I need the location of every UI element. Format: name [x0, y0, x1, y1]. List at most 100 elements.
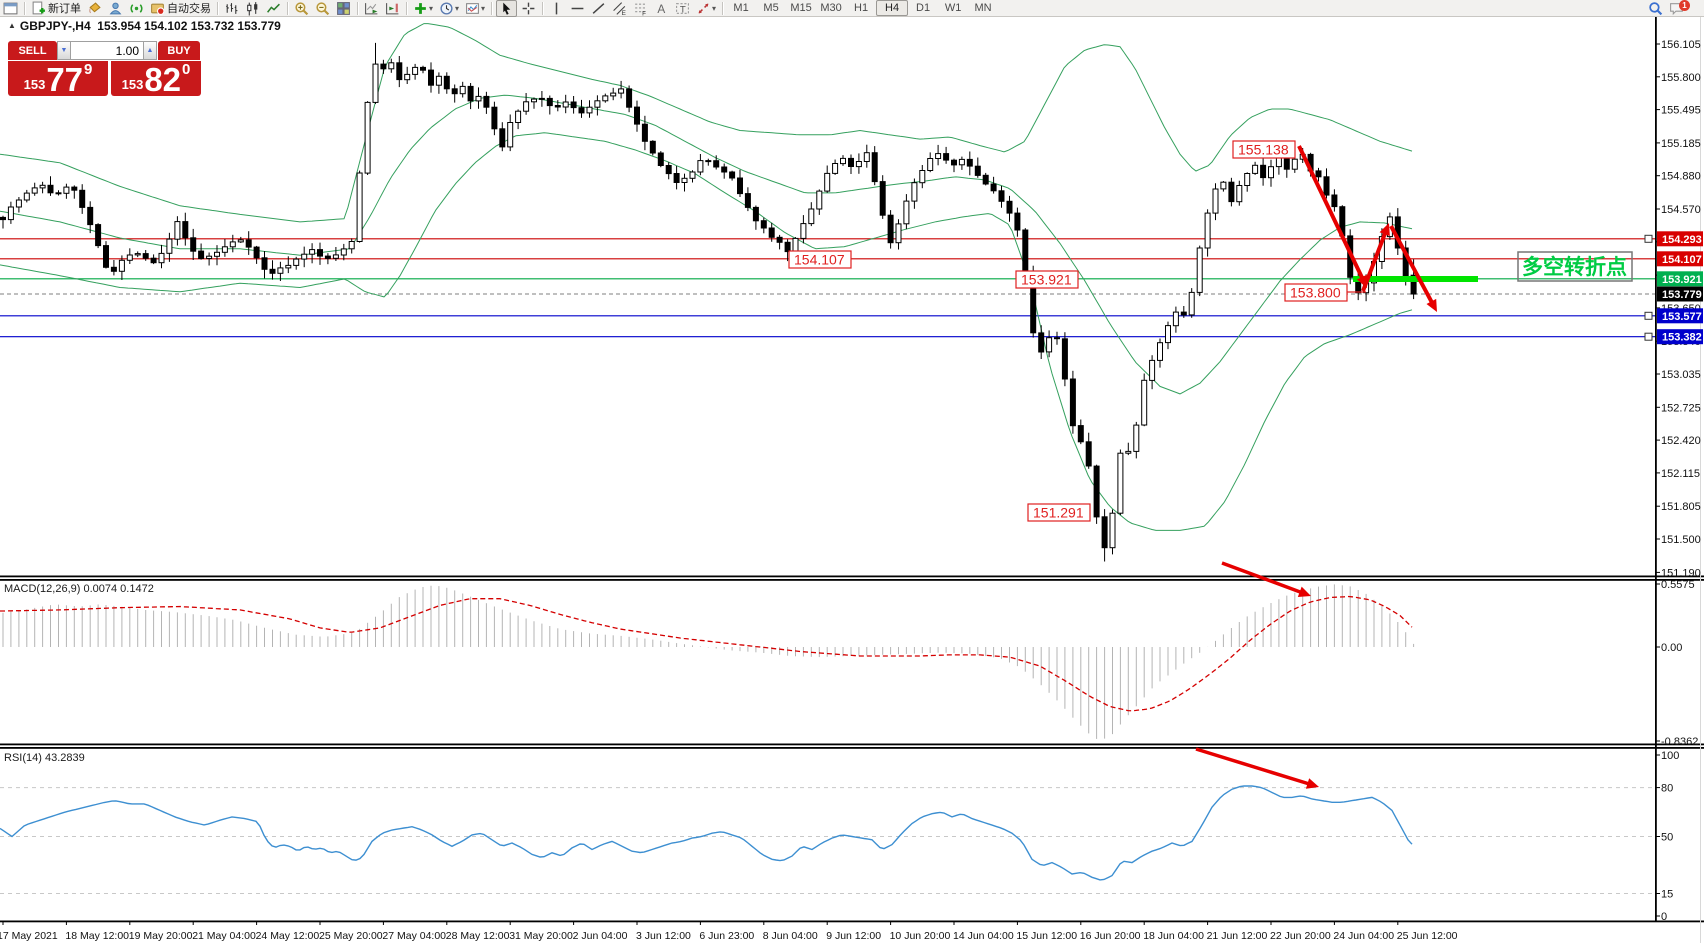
vertical-line-button[interactable]: [547, 1, 566, 16]
buy-button[interactable]: BUY: [158, 41, 200, 60]
new-order-button[interactable]: 新订单: [29, 1, 83, 16]
panel-collapse-icon[interactable]: ▲: [8, 21, 16, 30]
line-chart-button[interactable]: [264, 1, 283, 16]
svg-text:3 Jun 12:00: 3 Jun 12:00: [636, 930, 691, 942]
candle-chart-button[interactable]: [243, 1, 262, 16]
profile-button[interactable]: [106, 1, 125, 16]
signal-icon: [130, 3, 143, 13]
svg-text:154.570: 154.570: [1661, 204, 1701, 216]
chart-shift-button[interactable]: [383, 1, 402, 16]
macd-pane: [0, 584, 1415, 739]
text-button[interactable]: A: [652, 1, 671, 16]
chart-window-icon[interactable]: [1, 1, 20, 16]
toolbar-separator: [722, 1, 724, 15]
svg-text:17 May 2021: 17 May 2021: [0, 930, 58, 942]
toolbar-separator: [24, 1, 25, 15]
turning-point-annotation[interactable]: 多空转折点: [1517, 251, 1633, 282]
signals-button[interactable]: [127, 1, 146, 16]
templates-button[interactable]: ▾: [463, 1, 487, 16]
zoom-out-button[interactable]: [313, 1, 332, 16]
chart-symbol: GBPJPY-,H4: [19, 19, 91, 33]
channel-button[interactable]: E: [610, 1, 629, 16]
buy-price-button[interactable]: 153 82 0: [111, 61, 201, 96]
search-icon: [1649, 1, 1663, 15]
label-button[interactable]: T: [673, 1, 692, 16]
timeframe-m5-button[interactable]: M5: [763, 2, 779, 14]
notification-badge: 1: [1679, 0, 1690, 11]
periods-button[interactable]: ▾: [437, 1, 461, 16]
autotrade-button[interactable]: 自动交易: [148, 1, 213, 16]
pane-borders: [0, 16, 1704, 943]
autotrade-icon: [151, 3, 165, 15]
timeframe-mn-button[interactable]: MN: [974, 2, 992, 14]
sell-button[interactable]: SELL: [8, 41, 57, 60]
svg-text:多空转折点: 多空转折点: [1522, 255, 1627, 279]
styles-bucket-button[interactable]: [85, 1, 104, 16]
svg-text:31 May 20:00: 31 May 20:00: [509, 930, 573, 942]
trend-arrow-1[interactable]: [1297, 145, 1367, 288]
search-button[interactable]: [1646, 1, 1665, 16]
svg-text:24 May 12:00: 24 May 12:00: [256, 930, 320, 942]
svg-text:100: 100: [1661, 750, 1679, 762]
timeframe-m30-button[interactable]: M30: [820, 2, 842, 14]
auto-scroll-button[interactable]: [362, 1, 381, 16]
volume-decrease-button[interactable]: ▼: [57, 41, 71, 60]
sell-price-button[interactable]: 153 77 9: [8, 61, 108, 96]
person-icon: [109, 2, 122, 14]
chat-button[interactable]: 1: [1667, 0, 1697, 16]
timeframe-d1-button[interactable]: D1: [916, 2, 931, 14]
channel-icon: E: [613, 1, 626, 16]
svg-text:153.382: 153.382: [1662, 332, 1702, 344]
horizontal-line-button[interactable]: [568, 1, 587, 16]
trend-arrow-2[interactable]: [1361, 223, 1390, 292]
timeframe-m15-button[interactable]: M15: [790, 2, 812, 14]
doc-plus-icon: [32, 1, 45, 14]
line-handle[interactable]: [1644, 311, 1653, 320]
macd-down-arrow[interactable]: [1221, 561, 1311, 597]
bollinger-upper-band: [0, 23, 1413, 223]
timeframe-w1-button[interactable]: W1: [944, 2, 962, 14]
timeframe-m1-button[interactable]: M1: [733, 2, 749, 14]
svg-text:22 Jun 20:00: 22 Jun 20:00: [1270, 930, 1331, 942]
timeframe-h4-button[interactable]: H4: [876, 0, 909, 16]
volume-increase-button[interactable]: ▲: [143, 41, 157, 60]
svg-text:16 Jun 20:00: 16 Jun 20:00: [1080, 930, 1141, 942]
price-label-154.107[interactable]: 154.107: [788, 250, 852, 269]
line-handle[interactable]: [1644, 332, 1653, 341]
timeframe-h1-button[interactable]: H1: [854, 2, 869, 14]
price-axis[interactable]: 156.105 155.800 155.495 155.185 154.880 154.5…: [1655, 39, 1701, 923]
bollinger-bands: [0, 23, 1413, 531]
indicators-button[interactable]: ▾: [411, 1, 435, 16]
cursor-button[interactable]: [496, 0, 518, 17]
price-label-155.138[interactable]: 155.138: [1232, 140, 1296, 159]
rsi-indicator-label: RSI(14) 43.2839: [4, 752, 85, 764]
trend-arrow-3[interactable]: [1389, 225, 1437, 312]
trendline-button[interactable]: [589, 1, 608, 16]
line-handle[interactable]: [1644, 234, 1653, 243]
svg-text:8 Jun 04:00: 8 Jun 04:00: [763, 930, 818, 942]
bollinger-lower-band: [0, 132, 1413, 531]
tile-windows-button[interactable]: [334, 1, 353, 16]
svg-text:151.805: 151.805: [1661, 501, 1701, 513]
zoom-in-button[interactable]: [292, 1, 311, 16]
arrows-icon: [698, 3, 709, 13]
price-label-153.800[interactable]: 153.800: [1284, 283, 1366, 302]
support-zone-bar[interactable]: [1353, 276, 1478, 282]
price-label-153.921[interactable]: 153.921: [1015, 270, 1079, 289]
time-axis[interactable]: 17 May 2021 18 May 12:00 19 May 20:00 21 Ma…: [0, 921, 1458, 942]
toolbar-separator: [357, 1, 358, 15]
fibonacci-button[interactable]: F: [631, 1, 650, 16]
bollinger-middle-band: [0, 94, 1413, 395]
svg-text:152.115: 152.115: [1661, 468, 1700, 480]
svg-text:151.500: 151.500: [1661, 534, 1701, 546]
window-icon: [3, 2, 18, 14]
svg-text:15 Jun 12:00: 15 Jun 12:00: [1016, 930, 1077, 942]
rsi-down-arrow[interactable]: [1195, 747, 1319, 789]
svg-text:155.138: 155.138: [1238, 142, 1289, 158]
volume-input[interactable]: [71, 41, 143, 60]
arrows-button[interactable]: ▾: [694, 1, 718, 16]
crosshair-button[interactable]: [519, 1, 538, 16]
price-axis-chips: 154.293 154.107 153.921 153.779 153.577 153.3…: [1644, 231, 1703, 345]
price-label-151.291[interactable]: 151.291: [1027, 503, 1091, 522]
bar-chart-button[interactable]: [222, 1, 241, 16]
